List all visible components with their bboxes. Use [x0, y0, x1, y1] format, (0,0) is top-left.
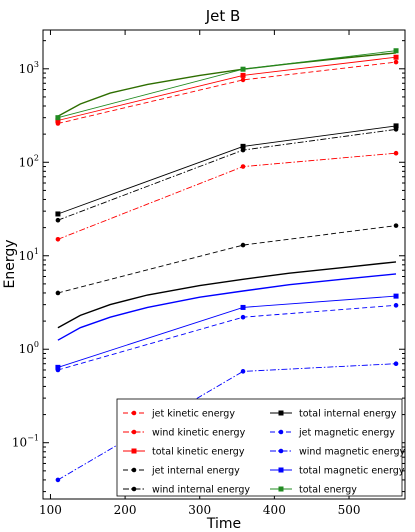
data-point: [55, 115, 61, 121]
legend: jet kinetic energy wind kinetic energy tot…: [116, 398, 406, 497]
legend-label: total internal energy: [299, 409, 397, 420]
legend-label: wind internal energy: [152, 485, 250, 496]
data-point: [393, 59, 399, 65]
data-point: [55, 217, 61, 223]
series-1: [55, 150, 399, 242]
series-9: [55, 48, 399, 121]
y-tick-label: 101: [19, 247, 39, 263]
legend-marker: [131, 467, 137, 473]
chart-title: Jet B: [205, 7, 241, 25]
series-layer: [55, 48, 399, 483]
y-tick-label: 10−1: [12, 434, 39, 450]
legend-marker: [131, 448, 137, 454]
legend-label: total energy: [299, 485, 357, 496]
data-point: [240, 304, 246, 310]
x-tick-label: 500: [338, 503, 361, 517]
legend-label: wind kinetic energy: [152, 428, 246, 439]
data-point: [240, 314, 246, 320]
legend-marker: [278, 467, 284, 473]
x-tick-label: 400: [263, 503, 286, 517]
series-4: [55, 127, 399, 223]
series-line: [57, 61, 397, 124]
legend-marker: [131, 486, 137, 492]
data-point: [393, 54, 399, 60]
legend-label: jet kinetic energy: [151, 409, 235, 420]
data-point: [55, 236, 61, 242]
y-tick-label: 102: [19, 153, 39, 169]
legend-marker: [278, 448, 284, 454]
data-point: [55, 290, 61, 296]
legend-marker: [131, 410, 137, 416]
data-point: [393, 150, 399, 156]
data-point: [393, 223, 399, 228]
data-point: [393, 293, 399, 299]
y-tick-label: 100: [19, 340, 39, 356]
legend-label: total magnetic energy: [299, 466, 405, 477]
legend-marker: [131, 429, 137, 435]
y-tick-label: 103: [19, 60, 39, 76]
x-tick-label: 300: [188, 503, 211, 517]
data-point: [240, 242, 246, 248]
x-axis-label: Time: [206, 516, 241, 532]
series-8: [55, 293, 399, 370]
data-point: [393, 303, 399, 308]
data-point: [55, 117, 61, 123]
data-point: [240, 72, 246, 78]
series-3: [55, 223, 399, 296]
data-point: [55, 364, 61, 370]
data-point: [240, 164, 246, 169]
x-tick-label: 100: [39, 503, 62, 517]
legend-box: [116, 398, 403, 497]
y-axis-label: Energy: [2, 239, 18, 288]
data-point: [240, 147, 246, 153]
x-tick-label: 200: [114, 503, 137, 517]
legend-marker: [278, 486, 284, 492]
series-5: [55, 123, 399, 217]
axis-ticks: 100 200 300 400 500 10−1 100 101 102 103: [12, 30, 405, 517]
data-point: [55, 211, 61, 217]
data-point: [240, 143, 246, 149]
data-point: [240, 369, 246, 374]
legend-marker: [278, 429, 284, 435]
data-point: [393, 361, 399, 367]
data-point: [240, 77, 246, 83]
legend-label: wind magnetic energy: [299, 447, 406, 458]
data-point: [393, 48, 399, 54]
analytic-curve-0: [57, 261, 397, 329]
analytic-curve-2: [57, 52, 397, 117]
legend-label: total kinetic energy: [152, 447, 245, 458]
data-point: [55, 477, 61, 483]
legend-marker: [278, 410, 284, 416]
data-point: [240, 66, 246, 72]
legend-label: jet magnetic energy: [298, 428, 395, 439]
analytic-curve-1: [57, 273, 397, 341]
series-2: [55, 54, 399, 123]
data-point: [393, 123, 399, 129]
legend-label: jet internal energy: [151, 466, 240, 477]
